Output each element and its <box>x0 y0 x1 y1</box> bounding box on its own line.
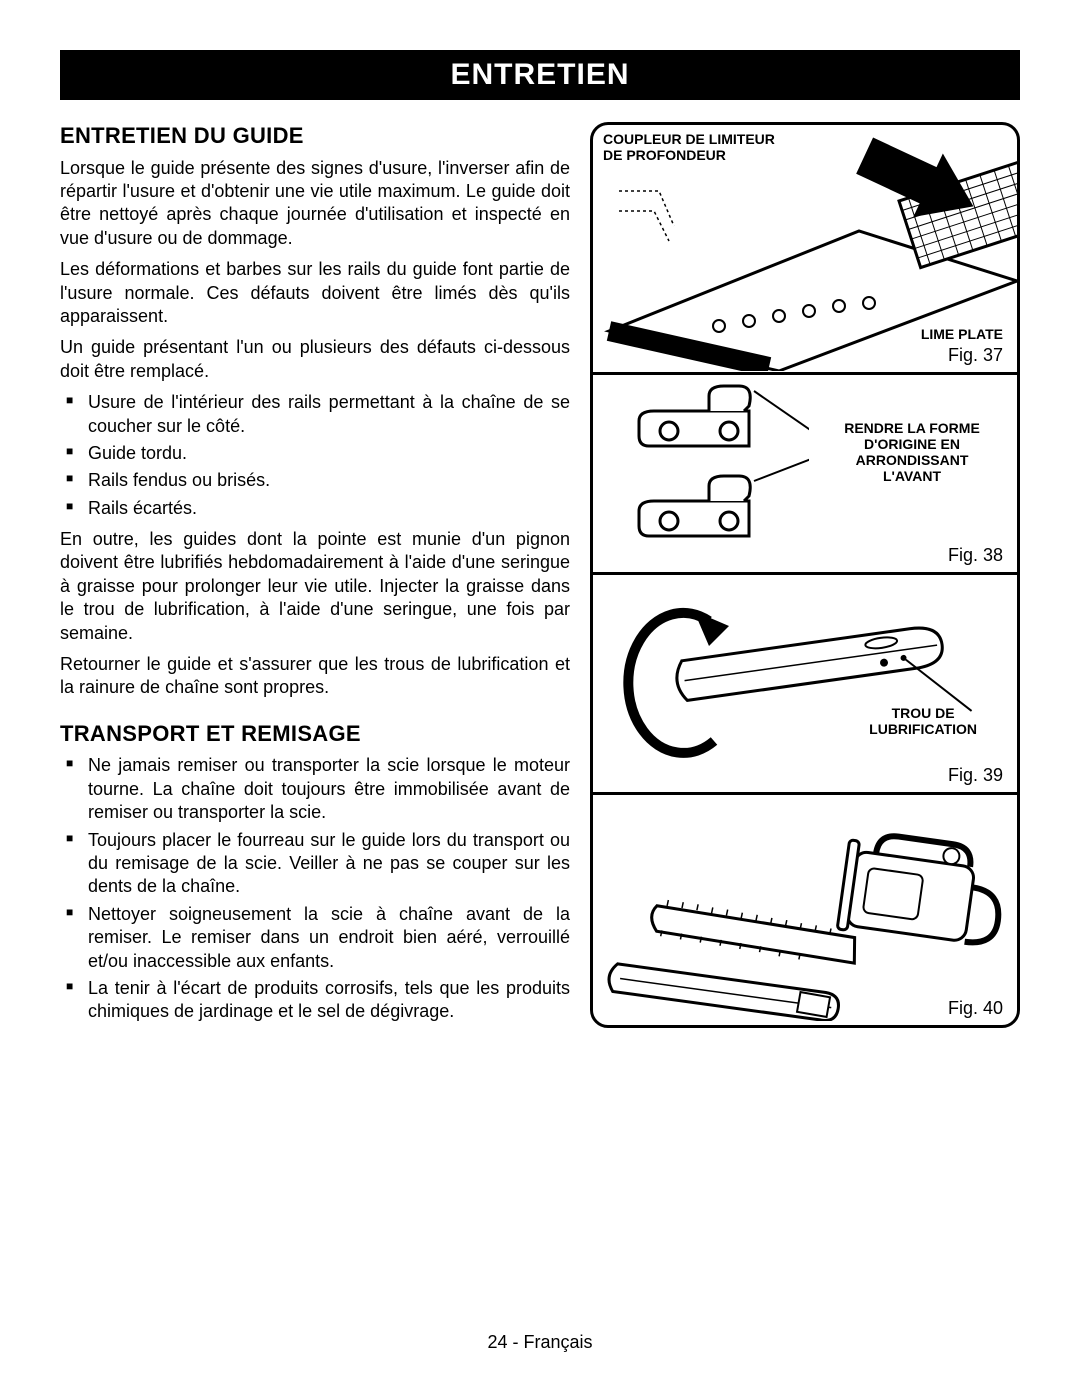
fig37-label-right: LIME PLATE <box>921 326 1003 342</box>
list-item: La tenir à l'écart de produits corrosifs… <box>66 977 570 1024</box>
content-columns: ENTRETIEN DU GUIDE Lorsque le guide prés… <box>60 122 1020 1032</box>
page-footer: 24 - Français <box>60 1332 1020 1353</box>
fig38-diagram <box>609 381 809 571</box>
figure-40: Fig. 40 <box>593 795 1017 1025</box>
figure-column: COUPLEUR DE LIMITEUR DE PROFONDEUR <box>590 122 1020 1032</box>
fig39-diagram <box>599 581 1017 791</box>
figure-37: COUPLEUR DE LIMITEUR DE PROFONDEUR <box>593 125 1017 375</box>
fig38-caption: Fig. 38 <box>948 545 1003 566</box>
fig37-caption: Fig. 37 <box>948 345 1003 366</box>
fig38-label: RENDRE LA FORME D'ORIGINE EN ARRONDISSAN… <box>827 420 997 484</box>
section2-bullets: Ne jamais remiser ou transporter la scie… <box>66 754 570 1023</box>
list-item: Ne jamais remiser ou transporter la scie… <box>66 754 570 824</box>
fig39-caption: Fig. 39 <box>948 765 1003 786</box>
fig40-diagram <box>599 801 1017 1021</box>
list-item: Usure de l'intérieur des rails permettan… <box>66 391 570 438</box>
section1-p3: Un guide présentant l'un ou plusieurs de… <box>60 336 570 383</box>
list-item: Toujours placer le fourreau sur le guide… <box>66 829 570 899</box>
section1-p2: Les déformations et barbes sur les rails… <box>60 258 570 328</box>
figure-38: RENDRE LA FORME D'ORIGINE EN ARRONDISSAN… <box>593 375 1017 575</box>
section1-heading: ENTRETIEN DU GUIDE <box>60 122 570 151</box>
fig39-label: TROU DE LUBRIFICATION <box>869 705 977 737</box>
fig40-caption: Fig. 40 <box>948 998 1003 1019</box>
section1-p5: Retourner le guide et s'assurer que les … <box>60 653 570 700</box>
figure-39: TROU DE LUBRIFICATION Fig. 39 <box>593 575 1017 795</box>
section1-p4: En outre, les guides dont la pointe est … <box>60 528 570 645</box>
fig37-label-top: COUPLEUR DE LIMITEUR DE PROFONDEUR <box>603 131 775 163</box>
section1-bullets: Usure de l'intérieur des rails permettan… <box>66 391 570 520</box>
list-item: Rails fendus ou brisés. <box>66 469 570 492</box>
list-item: Rails écartés. <box>66 497 570 520</box>
section1-p1: Lorsque le guide présente des signes d'u… <box>60 157 570 251</box>
figure-box: COUPLEUR DE LIMITEUR DE PROFONDEUR <box>590 122 1020 1028</box>
page-header: ENTRETIEN <box>60 50 1020 100</box>
list-item: Nettoyer soigneusement la scie à chaîne … <box>66 903 570 973</box>
list-item: Guide tordu. <box>66 442 570 465</box>
section2-heading: TRANSPORT ET REMISAGE <box>60 720 570 749</box>
text-column: ENTRETIEN DU GUIDE Lorsque le guide prés… <box>60 122 570 1032</box>
